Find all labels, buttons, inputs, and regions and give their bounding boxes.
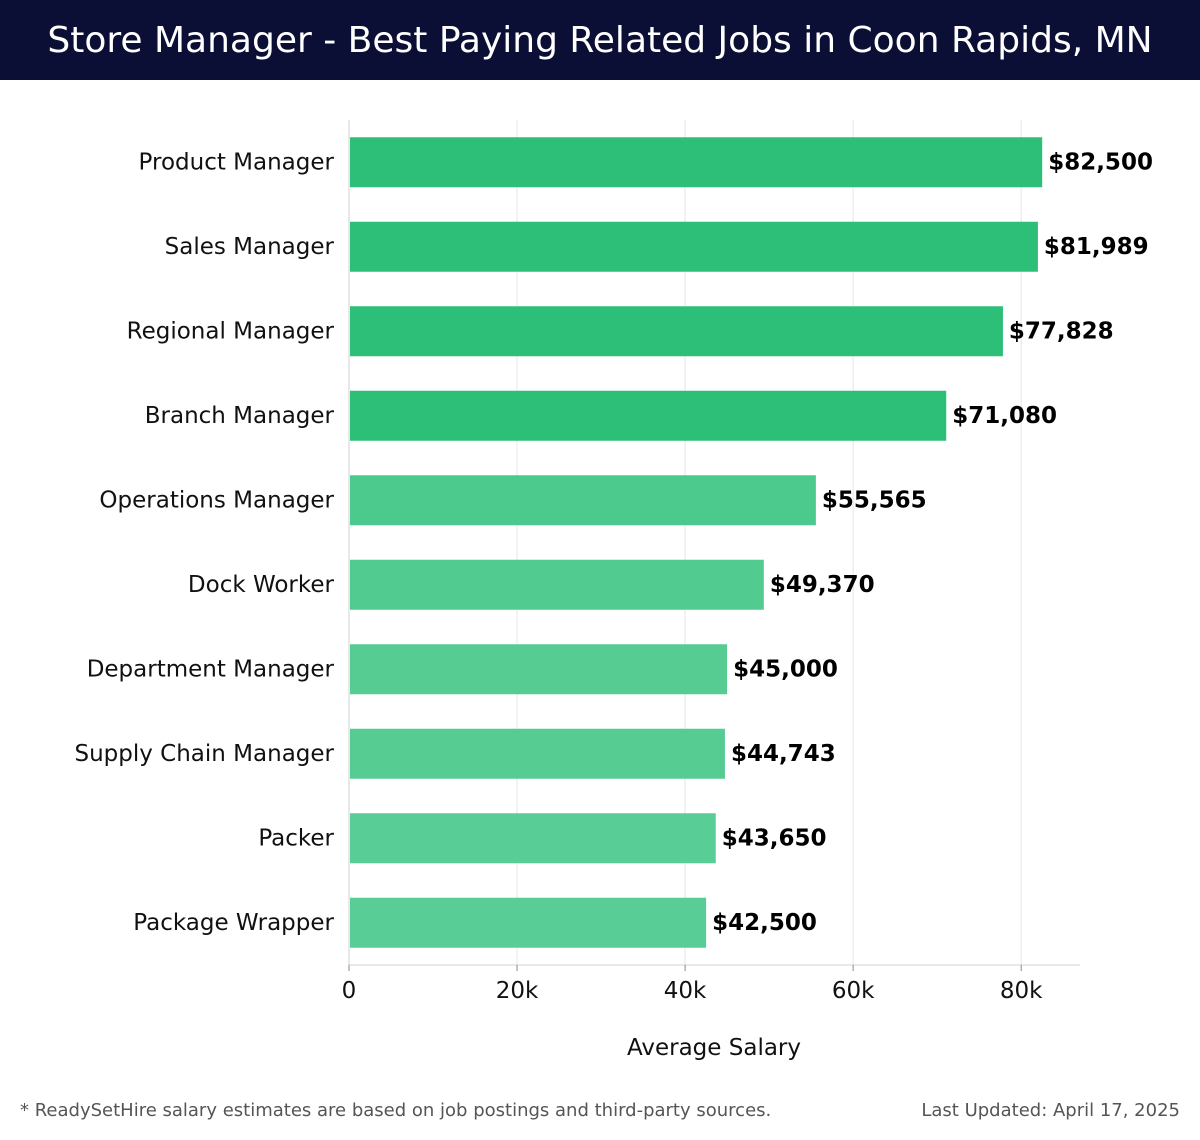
category-label: Branch Manager — [145, 403, 335, 429]
category-label: Product Manager — [139, 149, 335, 175]
x-tick-label: 20k — [496, 978, 539, 1004]
bar — [350, 559, 764, 610]
category-label: Packer — [258, 825, 334, 851]
title-bar: Store Manager - Best Paying Related Jobs… — [0, 0, 1200, 80]
last-updated: Last Updated: April 17, 2025 — [921, 1100, 1180, 1121]
bar — [350, 813, 716, 864]
bar — [350, 475, 816, 526]
footer-note: * ReadySetHire salary estimates are base… — [20, 1100, 772, 1121]
bar — [350, 221, 1038, 272]
chart-title: Store Manager - Best Paying Related Jobs… — [47, 19, 1153, 61]
bar — [350, 728, 725, 779]
bar — [350, 137, 1043, 188]
value-label: $45,000 — [733, 656, 838, 682]
category-label: Supply Chain Manager — [74, 741, 334, 767]
x-tick-label: 60k — [832, 978, 875, 1004]
bar — [350, 390, 947, 441]
category-label: Sales Manager — [165, 234, 335, 260]
value-label: $49,370 — [770, 572, 875, 598]
category-label: Regional Manager — [127, 318, 335, 344]
bar — [350, 306, 1003, 357]
x-tick-label: 0 — [342, 978, 357, 1004]
value-label: $81,989 — [1044, 234, 1149, 260]
category-label: Dock Worker — [188, 572, 335, 598]
bar — [350, 897, 707, 948]
category-label: Operations Manager — [99, 487, 334, 513]
value-label: $44,743 — [731, 741, 836, 767]
x-axis-title: Average Salary — [627, 1035, 801, 1061]
value-label: $55,565 — [822, 487, 927, 513]
value-label: $77,828 — [1009, 318, 1114, 344]
bar-chart: Product Manager $82,500 Sales Manager $81,9… — [74, 120, 1153, 1061]
category-label: Package Wrapper — [133, 910, 334, 936]
x-tick-label: 40k — [664, 978, 707, 1004]
value-label: $71,080 — [952, 403, 1057, 429]
value-label: $43,650 — [722, 825, 827, 851]
category-label: Department Manager — [87, 656, 335, 682]
value-label: $82,500 — [1048, 149, 1153, 175]
x-tick-label: 80k — [1000, 978, 1043, 1004]
value-label: $42,500 — [712, 910, 817, 936]
bar — [350, 644, 728, 695]
